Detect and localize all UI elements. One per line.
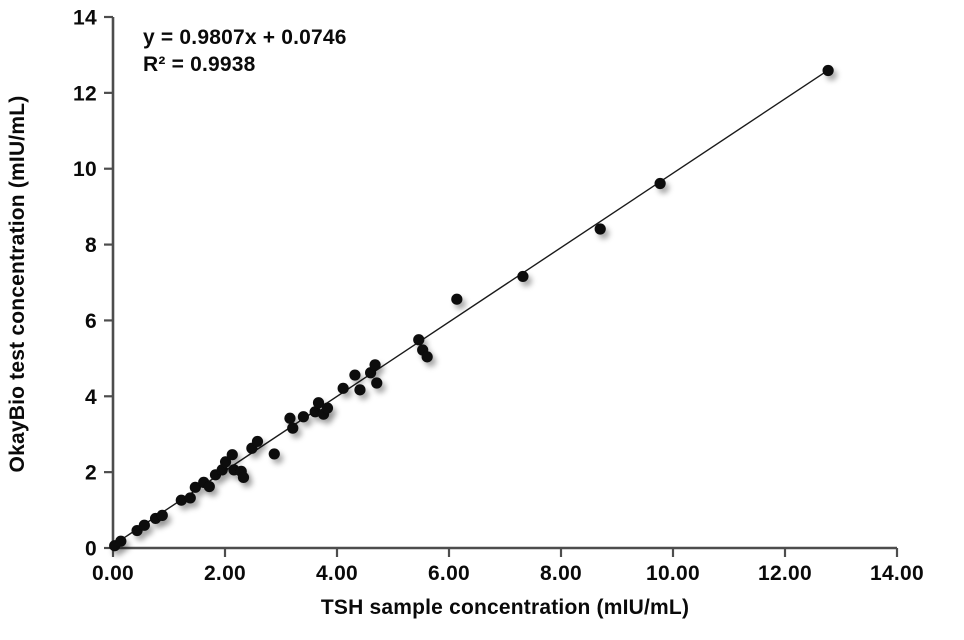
x-tick-label: 12.00: [758, 562, 812, 585]
y-axis-title: OkayBio test concentration (mIU/mL): [6, 95, 29, 473]
data-point: [371, 377, 383, 389]
x-tick-label: 0.00: [92, 562, 134, 585]
y-tick-label: 8: [85, 234, 97, 257]
data-point: [451, 293, 463, 305]
x-tick-label: 4.00: [316, 562, 358, 585]
data-point: [268, 448, 280, 460]
axes: [104, 15, 899, 557]
y-tick-label: 14: [73, 7, 97, 30]
x-tick-label: 2.00: [204, 562, 246, 585]
data-point: [421, 351, 433, 363]
data-point: [822, 64, 834, 77]
data-point: [413, 334, 425, 346]
data-point: [337, 382, 349, 394]
x-tick-label: 8.00: [540, 562, 582, 585]
data-point: [189, 481, 201, 493]
data-point: [138, 519, 150, 531]
tick-labels-layer: 0.00 2.00 4.00 6.00 8.00 10.00 12.00 14.00 0 2 4 6 8…: [73, 7, 924, 586]
y-tick-label: 12: [73, 82, 97, 105]
data-point: [184, 492, 196, 504]
data-point: [297, 411, 309, 423]
data-points-layer: [109, 64, 834, 552]
x-tick-label: 6.00: [428, 562, 470, 585]
data-point: [312, 397, 325, 409]
data-point: [309, 406, 321, 418]
data-point: [349, 369, 361, 381]
y-tick-label: 6: [85, 310, 97, 333]
data-point: [287, 422, 299, 434]
data-point: [203, 480, 215, 493]
data-point: [284, 412, 296, 424]
y-tick-label: 10: [73, 158, 97, 181]
data-point: [321, 402, 334, 414]
data-point: [219, 456, 232, 468]
data-point: [175, 494, 187, 506]
data-point: [115, 535, 127, 547]
data-point: [594, 223, 606, 235]
y-tick-label: 2: [85, 462, 97, 485]
x-tick-label: 14.00: [870, 562, 924, 585]
data-point: [517, 270, 529, 283]
y-tick-label: 0: [85, 538, 97, 561]
data-point: [369, 359, 381, 371]
data-point: [251, 435, 264, 448]
x-axis-title: TSH sample concentration (mIU/mL): [320, 596, 690, 619]
data-point: [226, 449, 238, 461]
data-point: [156, 509, 168, 521]
x-tick-label: 10.00: [646, 562, 700, 585]
regression-equation: y = 0.9807x + 0.0746: [143, 26, 347, 49]
data-point: [237, 471, 250, 484]
regression-annotation: y = 0.9807x + 0.0746 R² = 0.9938: [143, 24, 347, 78]
data-point: [354, 384, 366, 396]
y-tick-label: 4: [85, 386, 97, 409]
data-point: [654, 177, 666, 190]
r-squared-value: R² = 0.9938: [143, 53, 256, 76]
